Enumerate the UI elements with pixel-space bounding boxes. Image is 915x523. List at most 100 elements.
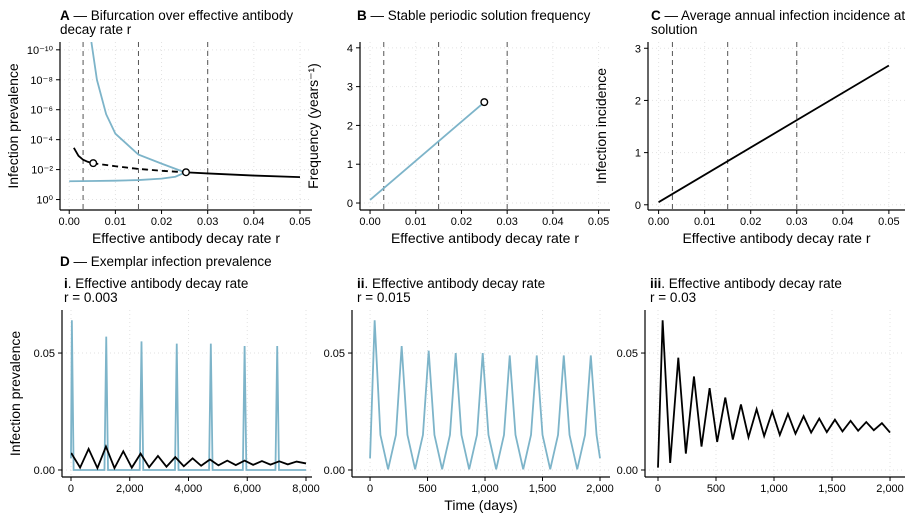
x-tick-label: 0 [68, 483, 74, 495]
y-tick-label: 1 [635, 148, 641, 160]
x-axis-label: Time (days) [444, 497, 517, 513]
x-tick-label: 0.01 [105, 216, 126, 228]
line [369, 101, 485, 201]
panel-letter: D [60, 254, 70, 269]
y-tick-label: 0.05 [324, 348, 345, 360]
x-tick-label: 2,000 [586, 483, 614, 495]
subtitle: r = 0.03 [650, 290, 697, 305]
y-tick-label: 10⁰ [36, 195, 53, 207]
y-tick-label: 3 [635, 43, 641, 55]
panel-letter: A [60, 8, 70, 23]
x-tick-label: 0.00 [648, 216, 669, 228]
marker [89, 159, 98, 168]
y-tick-label: 10⁻⁸ [30, 75, 53, 87]
x-tick-label: 0 [367, 483, 373, 495]
subtitle: r = 0.003 [64, 290, 118, 305]
x-axis-label: Effective antibody decay rate r [682, 230, 870, 246]
x-tick-label: 0.01 [694, 216, 715, 228]
panel-letter: C [651, 8, 661, 23]
x-tick-label: 0 [655, 483, 661, 495]
x-tick-label: 0.02 [740, 216, 761, 228]
x-tick-label: 0.04 [542, 216, 563, 228]
y-axis-label: Frequency (years⁻¹) [305, 63, 321, 189]
line [657, 320, 891, 468]
y-tick-label: 10⁻⁴ [30, 135, 53, 147]
x-axis-label: Effective antibody decay rate r [92, 230, 280, 246]
title: . Effective antibody decay rate [364, 276, 546, 291]
y-tick-label: 4 [347, 43, 353, 55]
x-tick-label: 0.00 [359, 216, 380, 228]
panel-letter: ii [357, 276, 365, 291]
x-tick-label: 0.04 [832, 216, 853, 228]
plot-area [69, 42, 301, 183]
panel-title: iii. Effective antibody decay rate r = 0.… [650, 277, 910, 305]
panel-title: A — Bifurcation over effective antibody … [60, 9, 322, 37]
y-tick-label: 3 [347, 82, 353, 94]
y-tick-label: 0 [347, 198, 353, 210]
plot-area [658, 64, 890, 203]
x-tick-label: 0.01 [405, 216, 426, 228]
y-tick-label: 0.05 [34, 348, 55, 360]
y-tick-label: 10⁻⁶ [30, 105, 53, 117]
title: — Exemplar infection prevalence [73, 254, 272, 269]
plot-area [369, 101, 485, 201]
subtitle: r = 0.015 [357, 290, 411, 305]
y-tick-label: 0.00 [34, 465, 55, 477]
x-tick-label: 0.03 [197, 216, 218, 228]
x-tick-label: 0.05 [289, 216, 310, 228]
line [70, 444, 307, 471]
x-tick-label: 0.02 [451, 216, 472, 228]
y-tick-label: 1 [347, 159, 353, 171]
y-tick-label: 0.05 [617, 348, 638, 360]
y-axis-label: Infection incidence [593, 68, 609, 184]
plot-area [70, 320, 307, 471]
panel-letter: i [64, 276, 68, 291]
x-tick-label: 0.03 [786, 216, 807, 228]
x-tick-label: 4,000 [175, 483, 203, 495]
x-tick-label: 0.05 [588, 216, 609, 228]
y-tick-label: 10⁻² [31, 165, 53, 177]
x-axis-label: Effective antibody decay rate r [391, 230, 579, 246]
line [69, 171, 185, 183]
dashed-line [92, 162, 185, 174]
panel-title: C — Average annual infection incidence a… [651, 9, 913, 37]
title: . Effective antibody decay rate [67, 276, 249, 291]
x-tick-label: 2,000 [116, 483, 144, 495]
marker [181, 168, 190, 177]
y-tick-label: 0 [635, 200, 641, 212]
marker [480, 98, 489, 107]
x-tick-label: 1,000 [760, 483, 788, 495]
y-tick-label: 0.00 [324, 465, 345, 477]
title: — Stable periodic solution frequency [370, 8, 591, 23]
x-tick-label: 1,500 [818, 483, 846, 495]
plot-area [369, 320, 601, 470]
panel-title: B — Stable periodic solution frequency [357, 9, 637, 23]
panel-title: ii. Effective antibody decay rate r = 0.0… [357, 277, 617, 305]
line [73, 147, 93, 164]
y-tick-label: 2 [347, 120, 353, 132]
line [658, 64, 890, 203]
line [184, 171, 301, 179]
y-tick-label: 2 [635, 95, 641, 107]
title: — Average annual infection incidence at … [651, 8, 906, 37]
panel-letter: B [357, 8, 367, 23]
title: — Bifurcation over effective antibody de… [60, 8, 294, 37]
line [90, 42, 185, 174]
x-tick-label: 1,000 [471, 483, 499, 495]
x-tick-label: 0.02 [151, 216, 172, 228]
plot-area [657, 320, 891, 468]
line [369, 320, 601, 470]
x-tick-label: 6,000 [233, 483, 261, 495]
x-tick-label: 0.04 [243, 216, 264, 228]
line [70, 320, 307, 471]
x-tick-label: 0.05 [878, 216, 899, 228]
x-tick-label: 500 [418, 483, 436, 495]
y-tick-label: 0.00 [617, 465, 638, 477]
x-tick-label: 0.03 [496, 216, 517, 228]
panel-letter: iii [650, 276, 662, 291]
y-axis-label: Infection prevalence [7, 331, 23, 457]
x-tick-label: 8,000 [292, 483, 320, 495]
x-tick-label: 500 [707, 483, 725, 495]
